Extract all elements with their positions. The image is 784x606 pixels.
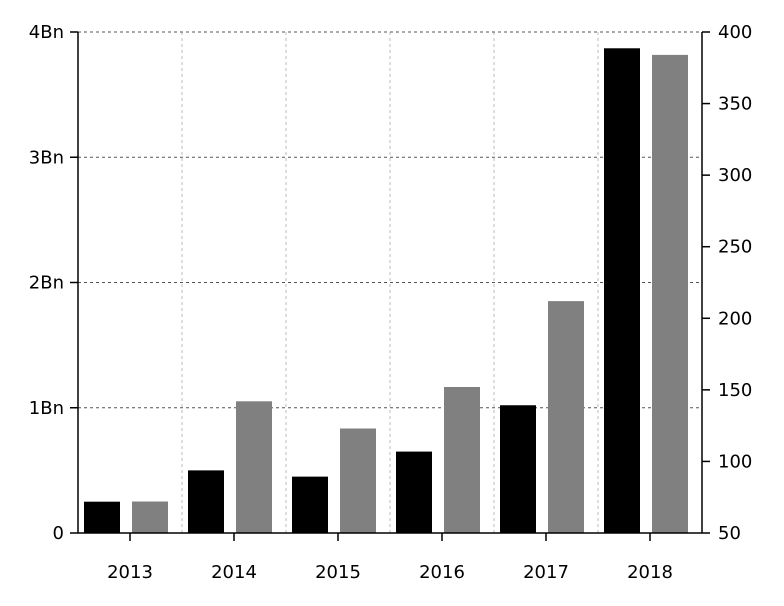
- bar-right-2014: [236, 401, 272, 533]
- x-tick-label: 2017: [523, 562, 569, 583]
- right-tick-label: 150: [718, 380, 752, 401]
- left-tick-label: 1Bn: [29, 398, 64, 419]
- right-tick-label: 350: [718, 94, 752, 115]
- bars: [84, 48, 688, 533]
- right-tick-label: 200: [718, 308, 752, 329]
- x-tick-label: 2018: [627, 562, 673, 583]
- left-tick-label: 0: [53, 523, 64, 544]
- x-tick-label: 2013: [107, 562, 153, 583]
- bar-left-2015: [292, 476, 328, 533]
- axes: [70, 31, 710, 541]
- bar-left-2014: [188, 470, 224, 533]
- x-tick-label: 2014: [211, 562, 257, 583]
- bar-left-2013: [84, 501, 120, 533]
- bar-right-2015: [340, 428, 376, 533]
- right-tick-label: 50: [718, 523, 741, 544]
- bar-left-2017: [500, 405, 536, 533]
- bar-left-2016: [396, 451, 432, 533]
- right-tick-label: 100: [718, 451, 752, 472]
- tick-labels: 0 1Bn 2Bn 3Bn 4Bn 50 100 150 200 250 300 350 400 2013…: [29, 22, 753, 583]
- right-tick-label: 400: [718, 22, 752, 43]
- bar-right-2018: [652, 54, 688, 533]
- x-tick-label: 2016: [419, 562, 465, 583]
- right-tick-label: 250: [718, 237, 752, 258]
- bar-left-2018: [604, 48, 640, 533]
- left-tick-label: 2Bn: [29, 273, 64, 294]
- right-tick-label: 300: [718, 165, 752, 186]
- bar-right-2017: [548, 301, 584, 533]
- left-tick-label: 4Bn: [29, 22, 64, 43]
- bar-right-2016: [444, 386, 480, 533]
- left-tick-label: 3Bn: [29, 147, 64, 168]
- gridlines: [78, 31, 702, 533]
- bar-right-2013: [132, 501, 168, 533]
- x-tick-label: 2015: [315, 562, 361, 583]
